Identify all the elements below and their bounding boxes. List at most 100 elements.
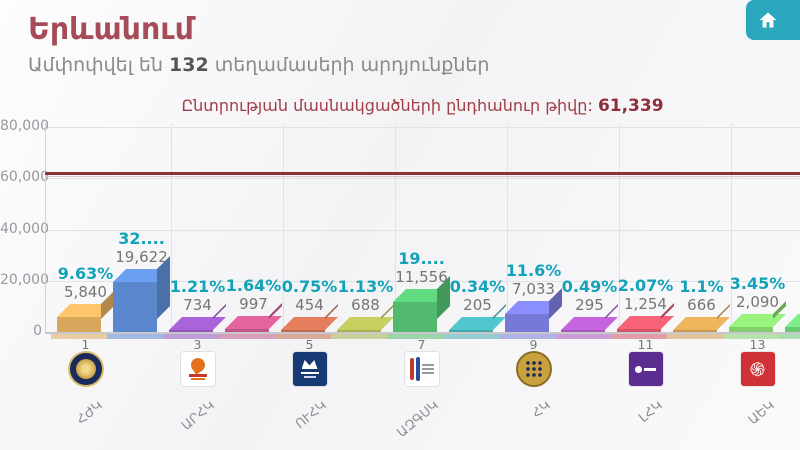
result-bar[interactable] bbox=[561, 330, 605, 332]
result-bar[interactable] bbox=[617, 328, 661, 332]
x-axis-line bbox=[45, 332, 800, 334]
party-3-logo-icon bbox=[180, 352, 215, 386]
ballot-number: 13 bbox=[749, 337, 766, 352]
bar-3d-top bbox=[449, 317, 506, 330]
party-13-logo-icon: ֍ bbox=[740, 352, 775, 386]
bar-votes-label: 295 bbox=[575, 296, 604, 314]
ballot-number: 5 bbox=[305, 337, 314, 352]
v-gridline bbox=[283, 123, 284, 332]
party-logo[interactable] bbox=[67, 351, 104, 387]
bar-votes-label: 2,090 bbox=[736, 292, 779, 311]
party-7-logo-icon bbox=[404, 352, 439, 386]
bar-percent-label: 2.07% bbox=[617, 275, 674, 295]
party-5-logo-icon bbox=[292, 352, 327, 386]
result-bar[interactable] bbox=[729, 326, 773, 332]
bar-value-labels: 3.45% 2,090 bbox=[710, 274, 800, 311]
bar-3d-top bbox=[561, 317, 618, 330]
subtitle-suffix: տեղամասերի արդյունքներ bbox=[208, 54, 490, 76]
party-logo[interactable] bbox=[628, 351, 664, 387]
bar-3d-top bbox=[785, 313, 800, 327]
bar-value-labels: 19.... 11,556 bbox=[374, 249, 470, 287]
bar-base-strip bbox=[499, 334, 555, 339]
bar-value-labels: 0.34% 205 bbox=[430, 277, 526, 315]
bar-base-strip bbox=[219, 334, 275, 339]
bar-value-labels: 32.... 19,622 bbox=[94, 229, 190, 266]
bar-votes-label: 205 bbox=[463, 296, 492, 314]
bar-percent-label: 0.75% bbox=[281, 277, 338, 296]
party-logo[interactable] bbox=[404, 351, 440, 387]
bar-value-labels: 9.63% 5,840 bbox=[38, 264, 134, 302]
bar-percent-label: 0.34% bbox=[449, 277, 506, 296]
v-gridline bbox=[171, 123, 172, 332]
bar-votes-label: 688 bbox=[351, 296, 380, 314]
party-logo[interactable] bbox=[515, 351, 552, 387]
result-bar[interactable] bbox=[393, 302, 437, 332]
participants-reference-line bbox=[45, 172, 800, 175]
bar-value-labels: 0.75% 454 bbox=[262, 277, 358, 315]
result-bar[interactable] bbox=[113, 281, 157, 332]
subtitle-count: 132 bbox=[169, 54, 209, 76]
bar-value-labels: 1.1% 666 bbox=[654, 277, 750, 315]
ballot-number: 1 bbox=[81, 337, 90, 352]
result-bar[interactable] bbox=[785, 326, 800, 332]
bar-3d-top bbox=[673, 317, 730, 330]
party-abbr-label: ԼՀԿ bbox=[635, 398, 666, 427]
party-abbr-label: ՀԺԿ bbox=[73, 398, 106, 428]
bar-base-strip bbox=[275, 334, 331, 339]
page-title: Երևանում bbox=[28, 12, 194, 47]
result-bar[interactable] bbox=[337, 330, 381, 332]
bar-base-strip bbox=[723, 334, 779, 339]
bar-value-labels: 0.49% 295 bbox=[542, 277, 638, 315]
bar-value-labels: 11.6% 7,033 bbox=[486, 261, 582, 298]
bar-votes-label: 7,033 bbox=[512, 279, 555, 298]
bar-3d-top bbox=[281, 317, 338, 330]
subtitle-prefix: Ամփոփվել են bbox=[28, 54, 170, 76]
party-logo[interactable]: ֍ bbox=[740, 351, 776, 387]
participants-total-label: Ընտրության մասնակցածների ընդհանուր թիվը: bbox=[181, 96, 593, 115]
bar-votes-label: 734 bbox=[183, 296, 212, 314]
bar-votes-label: 454 bbox=[295, 296, 324, 314]
bar-base-strip bbox=[667, 334, 723, 339]
bar-votes-label: 666 bbox=[687, 296, 716, 314]
ballot-number: 11 bbox=[637, 337, 654, 352]
result-bar[interactable] bbox=[57, 317, 101, 332]
result-bar[interactable] bbox=[449, 330, 493, 332]
bar-base-strip bbox=[611, 334, 667, 339]
participants-total-annotation: Ընտրության մասնակցածների ընդհանուր թիվը:… bbox=[45, 96, 800, 116]
bar-3d-top bbox=[729, 313, 786, 327]
party-abbr-label: ԱԵԿ bbox=[745, 398, 778, 429]
bar-3d-top bbox=[169, 317, 226, 330]
bar-votes-label: 19,622 bbox=[115, 247, 168, 266]
bar-base-strip bbox=[51, 334, 107, 339]
bar-base-strip bbox=[107, 334, 163, 339]
party-logo[interactable] bbox=[180, 351, 216, 387]
v-gridline bbox=[507, 123, 508, 332]
bar-value-labels: 1.13% 688 bbox=[318, 278, 414, 315]
bar-3d-top bbox=[337, 317, 394, 330]
bar-percent-label: 1.64% bbox=[225, 276, 282, 296]
y-axis-tick-label: 60,000 bbox=[0, 169, 49, 186]
result-bar[interactable] bbox=[505, 313, 549, 332]
bar-percent-label: 1.21% bbox=[169, 277, 226, 296]
v-gridline bbox=[619, 123, 620, 332]
home-button[interactable] bbox=[746, 0, 800, 40]
result-bar[interactable] bbox=[169, 330, 213, 332]
bar-base-strip bbox=[443, 334, 499, 339]
bar-votes-label: 997 bbox=[239, 295, 268, 314]
bar-3d-top bbox=[225, 316, 282, 330]
y-axis-tick-label: 20,000 bbox=[0, 271, 49, 288]
bar-base-strip bbox=[779, 334, 800, 339]
h-gridline bbox=[45, 127, 800, 128]
party-logo[interactable] bbox=[292, 351, 328, 387]
bar-percent-label: 0.49% bbox=[561, 277, 618, 296]
y-axis-tick-label: 80,000 bbox=[0, 118, 49, 134]
bar-percent-label: 19.... bbox=[398, 249, 445, 269]
result-bar[interactable] bbox=[225, 329, 269, 332]
bar-votes-label: 5,840 bbox=[64, 283, 107, 302]
bar-percent-label: 9.63% bbox=[57, 264, 114, 284]
ballot-number: 9 bbox=[529, 337, 538, 352]
bar-percent-label: 1.1% bbox=[679, 277, 724, 296]
result-bar[interactable] bbox=[673, 330, 717, 332]
result-bar[interactable] bbox=[281, 330, 325, 332]
